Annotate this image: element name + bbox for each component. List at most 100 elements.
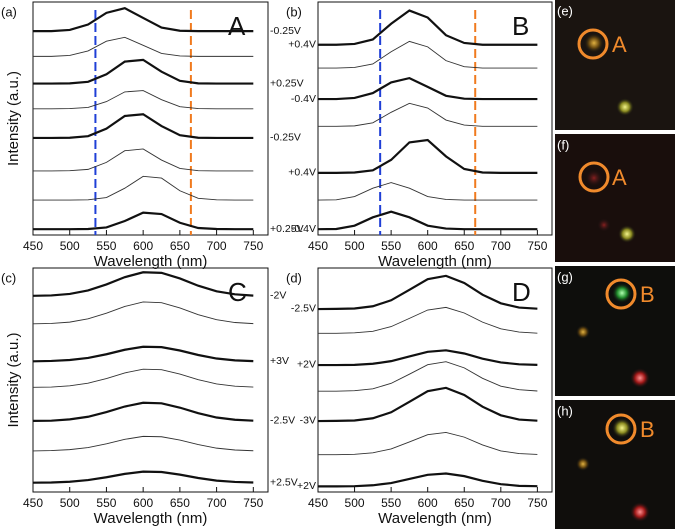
spectrum-line [318, 431, 538, 456]
spectrum-line [33, 148, 254, 172]
panel-tag: (c) [1, 270, 16, 285]
spectrum-line [33, 175, 254, 201]
image-tag: (e) [557, 3, 573, 18]
spectrum-line [32, 301, 254, 325]
image-tag: (f) [557, 137, 569, 152]
voltage-label: +0.25V [270, 223, 304, 235]
x-tick-label: 550 [96, 496, 116, 510]
x-tick-label: 700 [207, 496, 227, 510]
voltage-label: -0.4V [291, 223, 316, 235]
spectrum-line [32, 470, 254, 484]
voltage-label: -3V [300, 414, 316, 426]
x-tick-label: 600 [418, 239, 438, 253]
voltage-label: -0.25V [270, 25, 301, 37]
image-panel: (g) B [555, 266, 675, 396]
spectrum-line [33, 211, 254, 231]
voltage-label: -2.5V [291, 302, 316, 314]
x-tick-label: 650 [170, 496, 190, 510]
x-axis-label: Wavelength (nm) [94, 510, 208, 527]
voltage-label: +0.4V [288, 167, 316, 179]
x-tick-label: 750 [243, 239, 263, 253]
x-tick-label: 650 [170, 239, 190, 253]
x-tick-label: 450 [308, 496, 328, 510]
panel-letter: D [512, 277, 531, 307]
spectrum-line [33, 36, 254, 57]
spectrum-line [317, 210, 538, 231]
x-tick-label: 550 [381, 239, 401, 253]
panel: 450 500 550 600 650 700 750 Wavelength (nm) Inte… [1, 267, 298, 527]
x-tick-label: 750 [527, 239, 547, 253]
panel-tag: (d) [286, 270, 302, 285]
x-tick-label: 700 [491, 239, 511, 253]
spectrum-line [318, 102, 538, 127]
spectrum-line [32, 401, 254, 422]
image-panel: (e) A [555, 0, 675, 130]
x-tick-label: 450 [23, 496, 43, 510]
x-axis-label: Wavelength (nm) [378, 510, 492, 527]
image-panel: (f) A [555, 134, 675, 262]
spectrum-line [32, 435, 254, 452]
voltage-label: +0.4V [288, 38, 316, 50]
voltage-label: +2V [297, 480, 316, 492]
voltage-label: -0.25V [270, 132, 301, 144]
spectrum-line [318, 306, 538, 334]
panel: 450 500 550 600 650 700 750 Wavelength (nm) (b) B… [286, 1, 553, 270]
plot-frame [32, 267, 269, 493]
spectrum-line [318, 138, 538, 174]
spectrum-line [32, 368, 254, 388]
spectrum-line [32, 345, 254, 363]
x-tick-label: 700 [491, 496, 511, 510]
x-tick-label: 600 [133, 239, 153, 253]
x-tick-label: 700 [207, 239, 227, 253]
image-tag: (g) [557, 269, 573, 284]
image-label: A [612, 32, 627, 57]
spectrum-line [318, 349, 538, 367]
x-axis-label: Wavelength (nm) [94, 253, 208, 270]
panel-letter: B [512, 11, 529, 41]
image-label: B [640, 417, 655, 442]
spectrum-line [32, 271, 254, 297]
panel: 450 500 550 600 650 700 750 Wavelength (nm) Inte… [1, 1, 304, 270]
panel-tag: (b) [286, 4, 302, 19]
x-tick-label: 650 [454, 239, 474, 253]
voltage-label: -0.4V [291, 93, 316, 105]
voltage-label: +2.5V [270, 476, 298, 488]
plot-frame [32, 1, 269, 236]
panel-tag: (a) [1, 4, 17, 19]
voltage-label: -2.5V [270, 414, 295, 426]
x-tick-label: 500 [60, 239, 80, 253]
spectrum-line [317, 182, 538, 201]
voltage-label: -2V [270, 289, 286, 301]
plot-frame [317, 1, 553, 236]
image-panel: (h) B [555, 400, 675, 529]
x-tick-label: 450 [23, 239, 43, 253]
spectrum-line [317, 274, 538, 311]
x-tick-label: 750 [243, 496, 263, 510]
spectrum-line [318, 472, 538, 488]
x-tick-label: 550 [381, 496, 401, 510]
x-tick-label: 500 [345, 239, 365, 253]
y-axis-label: Intensity (a.u.) [5, 71, 22, 166]
voltage-label: +3V [270, 355, 289, 367]
panel-letter: C [228, 277, 247, 307]
x-tick-label: 500 [60, 496, 80, 510]
voltage-label: +2V [297, 359, 316, 371]
spectrum-line [33, 113, 254, 140]
spectrum-line [318, 361, 538, 392]
spectrum-line [33, 58, 254, 85]
spectrum-line [318, 76, 538, 101]
x-tick-label: 500 [345, 496, 365, 510]
spectrum-line [318, 9, 538, 46]
image-label: B [640, 282, 655, 307]
image-label: A [612, 165, 627, 190]
spectrum-line [318, 40, 538, 69]
spectrum-line [33, 90, 254, 110]
x-tick-label: 550 [96, 239, 116, 253]
spectrum-line [33, 7, 254, 33]
panel-letter: A [228, 11, 246, 41]
x-tick-label: 750 [527, 496, 547, 510]
x-tick-label: 600 [418, 496, 438, 510]
plot-frame [317, 267, 553, 493]
x-tick-label: 600 [133, 496, 153, 510]
